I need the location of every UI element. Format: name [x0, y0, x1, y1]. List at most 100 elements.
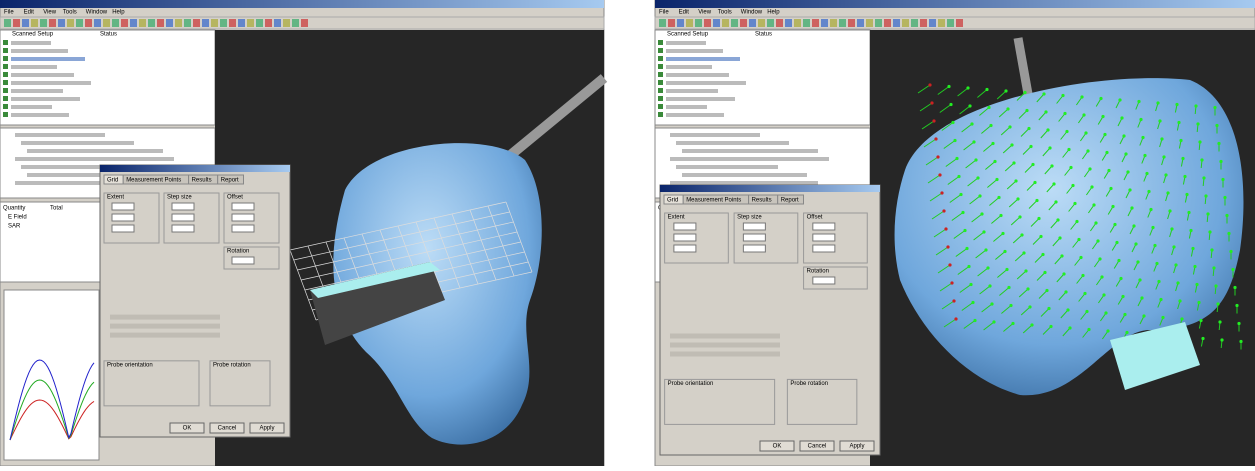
tool-button[interactable] [184, 19, 191, 27]
tool-button[interactable] [740, 19, 747, 27]
input[interactable] [812, 233, 836, 242]
input[interactable] [742, 222, 766, 231]
tool-button[interactable] [4, 19, 11, 27]
tool-button[interactable] [229, 19, 236, 27]
button[interactable] [249, 422, 285, 434]
tool-button[interactable] [812, 19, 819, 27]
tool-button[interactable] [695, 19, 702, 27]
tool-button[interactable] [722, 19, 729, 27]
menu-item[interactable]: View [698, 10, 712, 16]
tool-button[interactable] [857, 19, 864, 27]
tool-button[interactable] [767, 19, 774, 27]
tool-button[interactable] [893, 19, 900, 27]
tool-button[interactable] [121, 19, 128, 27]
input[interactable] [111, 213, 135, 222]
tool-button[interactable] [112, 19, 119, 27]
tool-button[interactable] [839, 19, 846, 27]
tool-button[interactable] [148, 19, 155, 27]
tool-button[interactable] [677, 19, 684, 27]
tool-button[interactable] [848, 19, 855, 27]
tool-button[interactable] [157, 19, 164, 27]
tool-button[interactable] [49, 19, 56, 27]
button[interactable] [209, 422, 245, 434]
menu-item[interactable]: Edit [679, 10, 690, 16]
tool-button[interactable] [758, 19, 765, 27]
input[interactable] [231, 213, 255, 222]
input[interactable] [231, 224, 255, 233]
tool-button[interactable] [139, 19, 146, 27]
tool-button[interactable] [76, 19, 83, 27]
button[interactable] [759, 440, 795, 452]
tool-button[interactable] [749, 19, 756, 27]
tool-button[interactable] [238, 19, 245, 27]
input[interactable] [812, 244, 836, 253]
menu-item[interactable]: Window [86, 10, 108, 16]
menu-item[interactable]: View [43, 10, 57, 16]
tool-button[interactable] [929, 19, 936, 27]
tool-button[interactable] [884, 19, 891, 27]
tool-button[interactable] [659, 19, 666, 27]
tool-button[interactable] [866, 19, 873, 27]
tool-button[interactable] [40, 19, 47, 27]
input[interactable] [231, 256, 255, 265]
tool-button[interactable] [902, 19, 909, 27]
tool-button[interactable] [22, 19, 29, 27]
tool-button[interactable] [220, 19, 227, 27]
tool-button[interactable] [938, 19, 945, 27]
tool-button[interactable] [776, 19, 783, 27]
tool-button[interactable] [211, 19, 218, 27]
input[interactable] [742, 233, 766, 242]
tool-button[interactable] [274, 19, 281, 27]
input[interactable] [171, 213, 195, 222]
button[interactable] [799, 440, 835, 452]
button[interactable] [169, 422, 205, 434]
tool-button[interactable] [830, 19, 837, 27]
tab[interactable] [217, 174, 244, 185]
tool-button[interactable] [704, 19, 711, 27]
tool-button[interactable] [130, 19, 137, 27]
input[interactable] [673, 244, 697, 253]
tool-button[interactable] [301, 19, 308, 27]
tool-button[interactable] [803, 19, 810, 27]
tool-button[interactable] [668, 19, 675, 27]
tool-button[interactable] [58, 19, 65, 27]
input[interactable] [171, 202, 195, 211]
menu-item[interactable]: Tools [63, 10, 77, 16]
tool-button[interactable] [193, 19, 200, 27]
tool-button[interactable] [103, 19, 110, 27]
tool-button[interactable] [686, 19, 693, 27]
tool-button[interactable] [920, 19, 927, 27]
tool-button[interactable] [13, 19, 20, 27]
tool-button[interactable] [166, 19, 173, 27]
menu-item[interactable]: Tools [718, 10, 732, 16]
menu-item[interactable]: Edit [24, 10, 35, 16]
tool-button[interactable] [785, 19, 792, 27]
tool-button[interactable] [31, 19, 38, 27]
tool-button[interactable] [265, 19, 272, 27]
tool-button[interactable] [821, 19, 828, 27]
menu-item[interactable]: File [659, 10, 669, 16]
tool-button[interactable] [875, 19, 882, 27]
tool-button[interactable] [283, 19, 290, 27]
tool-button[interactable] [292, 19, 299, 27]
tool-button[interactable] [247, 19, 254, 27]
tool-button[interactable] [911, 19, 918, 27]
tool-button[interactable] [947, 19, 954, 27]
tool-button[interactable] [175, 19, 182, 27]
input[interactable] [812, 276, 836, 285]
menu-item[interactable]: Help [112, 10, 125, 16]
input[interactable] [111, 202, 135, 211]
tool-button[interactable] [794, 19, 801, 27]
input[interactable] [673, 222, 697, 231]
tool-button[interactable] [202, 19, 209, 27]
menu-item[interactable]: File [4, 10, 14, 16]
tool-button[interactable] [94, 19, 101, 27]
button[interactable] [839, 440, 875, 452]
tool-button[interactable] [713, 19, 720, 27]
input[interactable] [231, 202, 255, 211]
input[interactable] [171, 224, 195, 233]
menu-item[interactable]: Help [767, 10, 780, 16]
input[interactable] [742, 244, 766, 253]
tool-button[interactable] [67, 19, 74, 27]
input[interactable] [111, 224, 135, 233]
